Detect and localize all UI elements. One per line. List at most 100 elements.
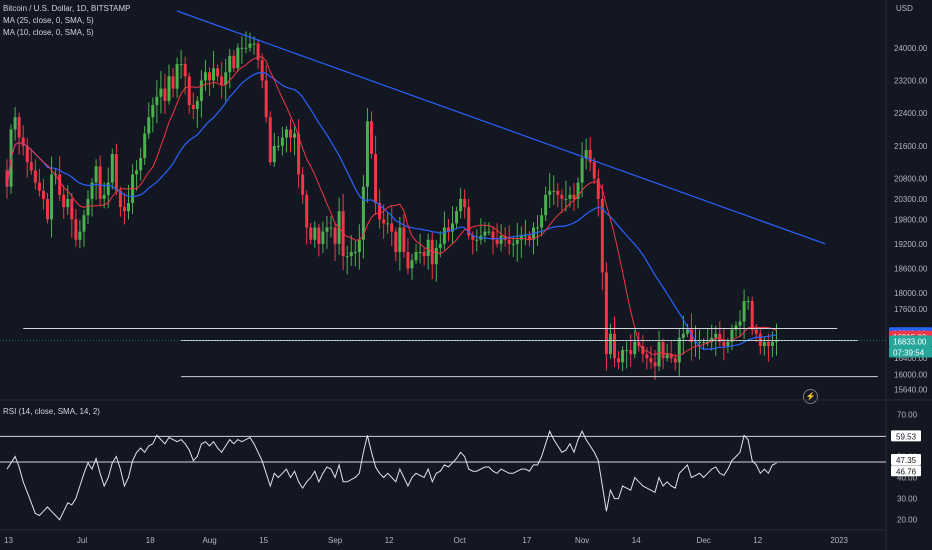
candles: [5, 31, 778, 380]
candle-body: [382, 219, 386, 224]
candle-body: [374, 153, 378, 203]
candle-body: [519, 235, 523, 240]
candle-body: [74, 219, 78, 240]
candle-body: [653, 362, 657, 367]
candle-body: [544, 194, 548, 216]
candle-body: [386, 223, 390, 225]
price-tick-label: 24000.00: [894, 44, 928, 53]
rsi-tick-label: 40.00: [897, 474, 918, 483]
candle-body: [588, 149, 592, 163]
candle-body: [390, 223, 394, 232]
candle-body: [203, 72, 207, 81]
candle-body: [649, 358, 653, 363]
candle-body: [163, 88, 167, 101]
candle-body: [179, 64, 183, 66]
candle-body: [596, 178, 600, 199]
candle-body: [673, 358, 677, 363]
candle-body: [576, 182, 580, 199]
candle-body: [661, 341, 665, 359]
candle-body: [82, 215, 86, 232]
rsi-legend[interactable]: RSI (14, close, SMA, 14, 2): [3, 407, 100, 416]
candle-body: [527, 235, 531, 240]
candle-body: [29, 162, 33, 171]
candle-body: [244, 47, 248, 49]
candle-body: [301, 174, 305, 195]
candle-body: [702, 341, 706, 343]
candle-body: [600, 198, 604, 273]
time-tick-label: Aug: [202, 536, 216, 545]
candle-body: [580, 158, 584, 183]
rsi-line: [6, 429, 777, 521]
candle-body: [750, 301, 754, 330]
time-tick-label: Dec: [697, 536, 711, 545]
price-tick-label: 22400.00: [894, 109, 928, 118]
candle-body: [5, 170, 9, 187]
candle-body: [228, 55, 232, 73]
price-tick-label: 21600.00: [894, 142, 928, 151]
candle-body: [483, 231, 487, 236]
ma10-line: [6, 56, 777, 357]
candle-body: [455, 211, 459, 224]
ma10-legend[interactable]: MA (10, close, 0, SMA, 5): [3, 28, 94, 37]
time-tick-label: 12: [385, 536, 394, 545]
candle-body: [657, 341, 661, 367]
candle-body: [90, 182, 94, 199]
candle-body: [187, 76, 191, 105]
candle-body: [329, 227, 333, 229]
candle-body: [305, 194, 309, 228]
rsi-level-tag-low: 47.35: [896, 456, 917, 465]
candle-body: [313, 227, 317, 240]
candle-body: [564, 198, 568, 200]
symbol-title[interactable]: Bitcoin / U.S. Dollar, 1D, BITSTAMP: [3, 4, 131, 13]
countdown-tag-bg: [889, 346, 932, 358]
candle-body: [256, 43, 260, 61]
candle-body: [167, 76, 171, 101]
candle-body: [617, 358, 621, 363]
candle-body: [333, 227, 337, 244]
candle-body: [766, 341, 770, 346]
time-tick-label: 17: [522, 536, 531, 545]
candle-body: [106, 182, 110, 195]
candle-body: [475, 239, 479, 241]
candle-body: [560, 194, 564, 199]
candle-body: [625, 350, 629, 352]
candle-body: [410, 260, 414, 269]
candle-body: [698, 341, 702, 343]
candle-body: [584, 149, 588, 159]
candle-body: [434, 247, 438, 265]
candle-body: [365, 121, 369, 187]
candle-body: [775, 340, 778, 342]
price-tick-label: 20300.00: [894, 195, 928, 204]
candle-body: [536, 227, 540, 229]
candle-body: [240, 47, 244, 49]
candle-body: [669, 354, 673, 359]
candle-body: [58, 174, 62, 195]
rsi-level-tag-high-bg: [891, 430, 921, 442]
candle-body: [556, 190, 560, 195]
candle-body: [135, 170, 139, 175]
candle-body: [321, 231, 325, 244]
candle-body: [726, 341, 730, 346]
candle-body: [317, 227, 321, 244]
candle-body: [665, 354, 669, 359]
lightning-icon[interactable]: ⚡: [803, 389, 818, 404]
rsi-last-tag: 46.76: [896, 467, 917, 476]
price-tick-label: 18600.00: [894, 264, 928, 273]
candle-body: [370, 121, 373, 154]
candle-body: [297, 133, 301, 175]
candle-body: [293, 133, 297, 138]
candle-body: [746, 301, 750, 303]
candle-body: [276, 145, 280, 147]
ma25-legend[interactable]: MA (25, close, 0, SMA, 5): [3, 16, 94, 25]
candle-body: [159, 88, 163, 97]
candle-body: [681, 333, 685, 338]
candle-body: [568, 194, 572, 199]
candle-body: [694, 341, 697, 343]
candle-body: [633, 341, 637, 355]
price-tick-label: 16400.00: [894, 354, 928, 363]
candle-body: [414, 252, 418, 261]
price-tick-label: 20800.00: [894, 174, 928, 183]
countdown-tag: 07:39:54: [893, 349, 925, 358]
candle-body: [487, 231, 491, 233]
